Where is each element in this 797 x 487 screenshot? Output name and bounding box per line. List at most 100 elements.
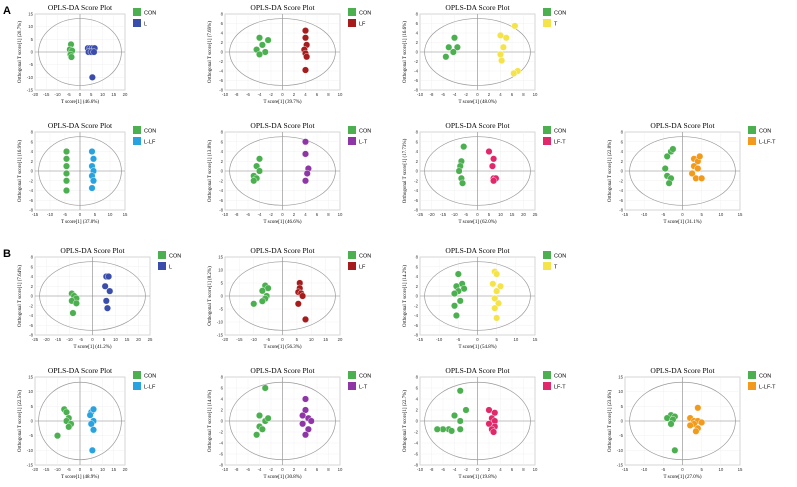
x-tick-label: 6 bbox=[316, 212, 319, 217]
y-tick-label: -15 bbox=[217, 333, 224, 338]
data-point-con bbox=[63, 408, 71, 416]
y-tick-label: 0 bbox=[416, 419, 419, 424]
data-point-con bbox=[72, 299, 80, 307]
legend-label-l-lf: L-LF bbox=[144, 140, 156, 146]
x-tick-label: 0 bbox=[79, 92, 82, 97]
x-tick-label: 10 bbox=[718, 212, 723, 217]
x-tick-label: -15 bbox=[440, 212, 447, 217]
legend-swatch-l-lf bbox=[133, 137, 141, 145]
data-point-con bbox=[460, 143, 468, 151]
y-tick-label: 2 bbox=[31, 159, 34, 164]
y-tick-label: 6 bbox=[416, 386, 419, 391]
legend-label-con: CON bbox=[554, 374, 566, 380]
y-tick-label: -2 bbox=[414, 303, 418, 308]
x-tick-label: -15 bbox=[236, 337, 243, 342]
section-label-b: B bbox=[3, 248, 11, 260]
y-tick-label: -2 bbox=[414, 178, 418, 183]
y-tick-label: -15 bbox=[617, 463, 624, 468]
y-tick-label: 6 bbox=[221, 139, 224, 144]
y-tick-label: -6 bbox=[219, 78, 223, 83]
y-tick-label: 4 bbox=[221, 149, 224, 154]
data-point-con bbox=[258, 425, 266, 433]
x-tick-label: 5 bbox=[700, 467, 703, 472]
legend-swatch-con bbox=[348, 8, 356, 16]
data-point-l-lf bbox=[89, 155, 97, 163]
y-tick-label: -4 bbox=[414, 69, 418, 74]
legend-label-lf: LF bbox=[359, 22, 366, 28]
legend-swatch-l bbox=[158, 262, 166, 270]
data-point-l bbox=[103, 304, 111, 312]
y-tick-label: 15 bbox=[218, 255, 223, 260]
y-tick-label: 8 bbox=[416, 375, 419, 380]
y-tick-label: -6 bbox=[414, 198, 418, 203]
y-tick-label: 4 bbox=[416, 149, 419, 154]
x-tick-label: 20 bbox=[521, 212, 526, 217]
x-tick-label: 8 bbox=[327, 467, 330, 472]
legend-swatch-con bbox=[543, 251, 551, 259]
x-tick-label: 25 bbox=[148, 337, 153, 342]
x-tick-label: 10 bbox=[533, 92, 538, 97]
y-tick-label: 4 bbox=[221, 397, 224, 402]
x-tick-label: 20 bbox=[338, 337, 343, 342]
legend-label-con: CON bbox=[144, 129, 156, 135]
x-tick-label: -8 bbox=[430, 92, 434, 97]
legend-swatch-con bbox=[748, 126, 756, 134]
x-tick-label: -20 bbox=[428, 212, 435, 217]
x-tick-label: -5 bbox=[661, 212, 665, 217]
chart-panel-a3: OPLS-DA Score Plot-10 -8 -6 -4 -2 0 2 4 6 8 10-8-6… bbox=[403, 3, 566, 105]
data-point-con bbox=[671, 446, 679, 454]
y-tick-label: 0 bbox=[416, 50, 419, 55]
x-tick-label: 6 bbox=[316, 92, 319, 97]
y-tick-label: -4 bbox=[414, 313, 418, 318]
data-point-con bbox=[451, 290, 459, 298]
y-tick-label: -8 bbox=[414, 333, 418, 338]
y-tick-label: 0 bbox=[31, 294, 34, 299]
x-tick-label: 8 bbox=[327, 92, 330, 97]
data-point-l-lf-t bbox=[692, 427, 700, 435]
x-tick-label: -4 bbox=[258, 212, 262, 217]
x-tick-label: 4 bbox=[304, 212, 307, 217]
y-tick-label: -6 bbox=[219, 452, 223, 457]
legend-swatch-con bbox=[133, 371, 141, 379]
chart-title: OPLS-DA Score Plot bbox=[60, 246, 125, 255]
data-point-con bbox=[63, 169, 71, 177]
data-point-con bbox=[663, 414, 671, 422]
x-tick-label: -8 bbox=[235, 92, 239, 97]
x-tick-label: -6 bbox=[441, 92, 445, 97]
x-tick-label: 2 bbox=[293, 212, 296, 217]
legend-swatch-con bbox=[348, 371, 356, 379]
y-tick-label: 6 bbox=[416, 21, 419, 26]
chart-title: OPLS-DA Score Plot bbox=[445, 3, 510, 12]
x-tick-label: -5 bbox=[456, 337, 460, 342]
y-tick-label: -8 bbox=[219, 208, 223, 213]
data-point-t bbox=[498, 57, 506, 65]
data-point-l-t bbox=[307, 417, 315, 425]
data-point-l-t bbox=[301, 177, 309, 185]
x-tick-label: -2 bbox=[464, 467, 468, 472]
x-tick-label: -2 bbox=[464, 92, 468, 97]
x-tick-label: 15 bbox=[738, 212, 743, 217]
x-tick-label: 15 bbox=[125, 337, 130, 342]
x-tick-label: -5 bbox=[464, 212, 468, 217]
legend-label-l-t: L-T bbox=[359, 140, 368, 146]
legend-label-con: CON bbox=[554, 11, 566, 17]
data-point-lf-t bbox=[490, 177, 498, 185]
x-tick-label: 15 bbox=[510, 212, 515, 217]
y-axis-label: Orthogonal T score[1] (22.5%) bbox=[18, 390, 23, 452]
chart-panel-b3: OPLS-DA Score Plot -15 -10 -5 0 5 10 15 -8 -6 -4 -2… bbox=[403, 246, 566, 350]
x-tick-label: -8 bbox=[235, 467, 239, 472]
y-tick-label: -4 bbox=[219, 441, 223, 446]
x-tick-label: 10 bbox=[108, 212, 113, 217]
chart-title: OPLS-DA Score Plot bbox=[250, 121, 315, 130]
x-tick-label: 0 bbox=[79, 467, 82, 472]
y-tick-label: 5 bbox=[221, 281, 224, 286]
data-point-con bbox=[669, 145, 677, 153]
data-point-t bbox=[510, 69, 518, 77]
y-tick-label: -8 bbox=[29, 333, 33, 338]
y-tick-label: -8 bbox=[219, 88, 223, 93]
x-tick-label: 15 bbox=[738, 467, 743, 472]
data-point-con bbox=[448, 427, 456, 435]
x-tick-label: -6 bbox=[246, 212, 250, 217]
x-tick-label: 5 bbox=[103, 337, 106, 342]
